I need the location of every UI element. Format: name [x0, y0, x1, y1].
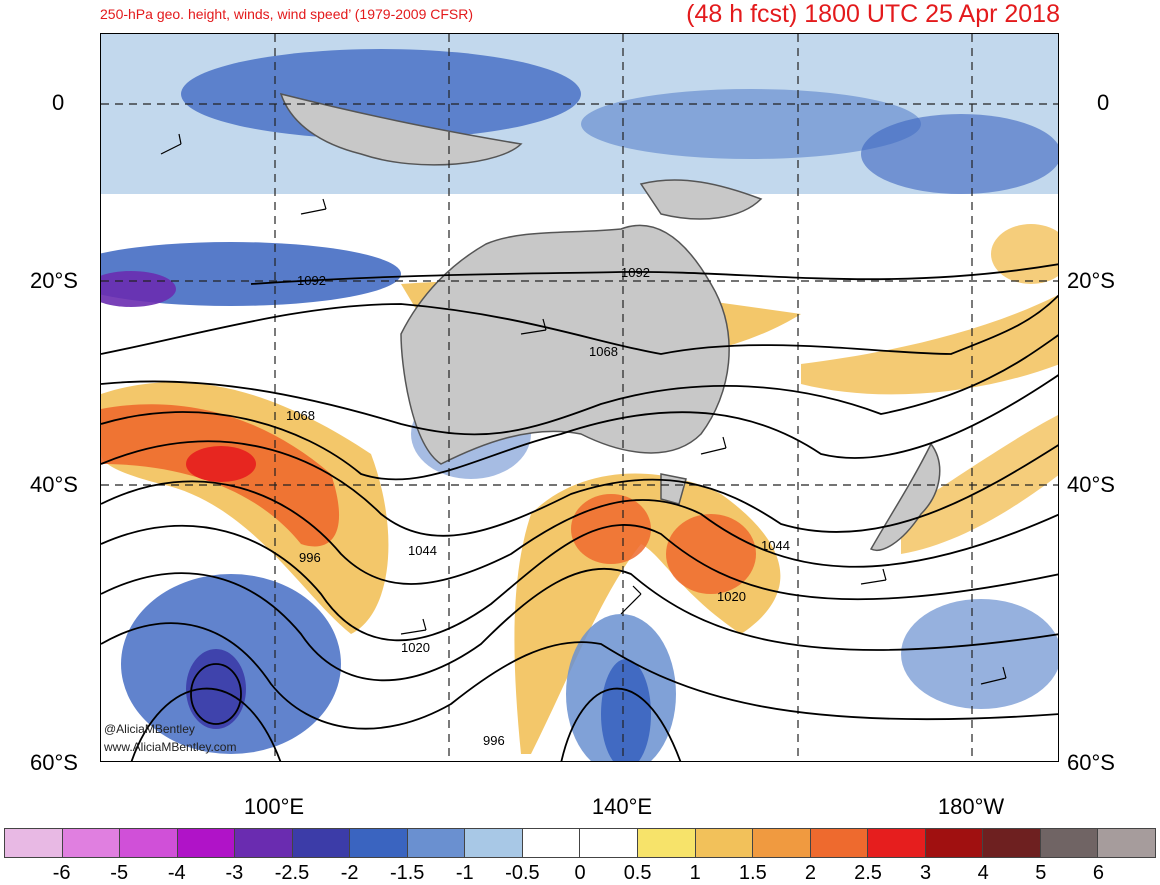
new-zealand-landmass	[869, 442, 941, 551]
graticule	[101, 34, 1058, 761]
colorbar-swatch	[868, 829, 926, 857]
lon-label: 100°E	[243, 794, 305, 819]
contour-label: 996	[299, 550, 321, 565]
lat-label-left: 40°S	[30, 472, 78, 497]
colorbar-swatch	[465, 829, 523, 857]
lon-label: 140°E	[591, 794, 653, 819]
colorbar-swatch	[62, 829, 121, 857]
contour-label: 996	[483, 733, 505, 748]
colorbar-tick-label: 1	[689, 862, 701, 884]
lon-label: 180°W	[937, 794, 1005, 819]
colorbar-swatch	[5, 829, 63, 857]
land-masses	[279, 92, 941, 551]
colorbar-tick-label: -1	[455, 862, 474, 884]
contour-label: 1092	[621, 265, 650, 280]
colorbar-tick-label: -3	[225, 862, 244, 884]
colorbar-tick-label: -4	[167, 862, 186, 884]
colorbar-swatch	[695, 829, 754, 857]
lat-label-left: 0	[52, 90, 65, 115]
map-panel: 1092 1092 1068 1068 1044 1044 1020 1020 …	[100, 33, 1059, 762]
colorbar-swatch	[753, 829, 811, 857]
lat-label-left: 60°S	[30, 750, 78, 775]
colorbar-swatch	[580, 829, 639, 857]
colorbar-tick-label: -2.5	[274, 862, 310, 884]
lat-label-right: 0	[1097, 90, 1110, 115]
lat-label-right: 20°S	[1067, 268, 1115, 293]
colorbar-swatch	[810, 829, 869, 857]
contour-labels: 1092 1092 1068 1068 1044 1044 1020 1020 …	[286, 265, 790, 748]
colorbar-swatch	[292, 829, 351, 857]
colorbar-tick-label: 2.5	[854, 862, 882, 884]
colorbar-swatch	[407, 829, 466, 857]
contour-label: 1044	[408, 543, 437, 558]
colorbar-swatch	[983, 829, 1041, 857]
contour-label: 1092	[297, 273, 326, 288]
maritime-continent-landmass	[279, 92, 523, 166]
colorbar-tick-label: 6	[1092, 862, 1104, 884]
colorbar-tick-label: 2	[804, 862, 816, 884]
colorbar-tick-label: -1.5	[389, 862, 425, 884]
colorbar-swatch	[350, 829, 408, 857]
map-subtitle: 250-hPa geo. height, winds, wind speed’ …	[100, 6, 474, 22]
author-handle: @AliciaMBentley	[104, 722, 195, 736]
colorbar-tick-label: -5	[110, 862, 129, 884]
contour-label: 1020	[401, 640, 430, 655]
australia-landmass	[400, 224, 730, 465]
colorbar-swatch	[638, 829, 696, 857]
colorbar-tick-label: 1.5	[738, 862, 767, 884]
contour-label: 1020	[717, 589, 746, 604]
colorbar	[4, 828, 1156, 858]
map-canvas: 1092 1092 1068 1068 1044 1044 1020 1020 …	[101, 34, 1058, 761]
contour-label: 1068	[286, 408, 315, 423]
colorbar-tick-label: -0.5	[505, 862, 540, 884]
lat-label-left: 20°S	[30, 268, 78, 293]
colorbar-tick-label: 0.5	[623, 862, 652, 884]
wind-barbs	[160, 133, 1007, 685]
colorbar-swatch	[235, 829, 293, 857]
new-guinea-landmass	[639, 179, 763, 220]
colorbar-swatch	[925, 829, 984, 857]
contour-label: 1068	[589, 344, 618, 359]
colorbar-swatch	[177, 829, 236, 857]
colorbar-swatch	[1040, 829, 1099, 857]
lat-label-right: 60°S	[1067, 750, 1115, 775]
colorbar-swatch	[522, 829, 581, 857]
colorbar-tick-label: -2	[340, 862, 359, 884]
contour-label: 1044	[761, 538, 790, 553]
colorbar-tick-label: 3	[920, 862, 932, 884]
colorbar-tick-label: 4	[977, 862, 989, 884]
colorbar-tick-label: 0	[574, 862, 586, 884]
height-contours	[101, 263, 1058, 761]
author-website: www.AliciaMBentley.com	[104, 740, 237, 754]
colorbar-swatch	[1098, 829, 1155, 857]
colorbar-tick-label: 5	[1035, 862, 1047, 884]
colorbar-swatch	[120, 829, 178, 857]
colorbar-tick-label: -6	[52, 862, 71, 884]
lat-label-right: 40°S	[1067, 472, 1115, 497]
forecast-valid-time: (48 h fcst) 1800 UTC 25 Apr 2018	[686, 0, 1060, 28]
